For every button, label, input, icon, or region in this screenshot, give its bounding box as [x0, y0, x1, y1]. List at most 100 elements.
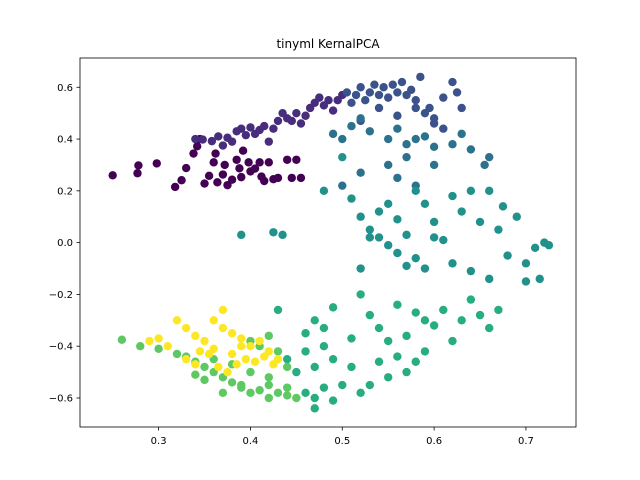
scatter-point [227, 378, 237, 387]
scatter-point [466, 145, 476, 154]
scatter-point [457, 103, 466, 113]
scatter-point [429, 217, 439, 227]
scatter-point [384, 93, 393, 102]
scatter-point [429, 233, 439, 242]
scatter-point [356, 83, 365, 92]
scatter-point [200, 179, 209, 188]
scatter-point [521, 259, 531, 268]
scatter-point [227, 349, 237, 359]
scatter-point [328, 354, 338, 364]
scatter-point [347, 98, 356, 108]
scatter-point [264, 137, 274, 146]
scatter-point [521, 277, 531, 286]
y-tick-label: −0.6 [49, 393, 73, 404]
scatter-point [384, 373, 393, 382]
y-axis: −0.6 −0.4 −0.2 0.0 0.2 0.4 0.6 [49, 83, 80, 404]
scatter-point [411, 96, 420, 105]
scatter-point [338, 134, 347, 144]
scatter-point [250, 357, 260, 366]
scatter-point [315, 93, 324, 102]
scatter-point [292, 155, 301, 164]
scatter-point [235, 164, 244, 173]
scatter-point [393, 300, 402, 309]
scatter-point [485, 274, 494, 284]
scatter-point [393, 173, 402, 183]
x-tick-label: 0.7 [518, 436, 534, 447]
scatter-point [351, 90, 361, 100]
scatter-point [448, 259, 457, 268]
scatter-point [181, 354, 191, 364]
scatter-point [457, 129, 466, 139]
scatter-point [485, 152, 494, 162]
scatter-point [264, 380, 274, 390]
scatter-point [429, 160, 439, 170]
scatter-point [374, 103, 384, 113]
scatter-point [429, 321, 439, 330]
scatter-point [154, 334, 163, 343]
x-tick-label: 0.3 [151, 436, 167, 447]
scatter-point [475, 310, 485, 320]
scatter-point [328, 129, 338, 139]
scatter-point [269, 124, 278, 133]
scatter-point [393, 124, 402, 133]
scatter-point [136, 342, 145, 351]
scatter-point [406, 85, 416, 95]
x-tick-label: 0.5 [334, 436, 350, 447]
scatter-point [535, 274, 544, 284]
scatter-point [452, 88, 462, 97]
scatter-point [227, 175, 237, 184]
scatter-point [246, 123, 255, 132]
scatter-point [181, 163, 191, 173]
scatter-point [384, 134, 393, 144]
scatter-point [402, 230, 411, 240]
scatter-point [356, 290, 365, 299]
scatter-point [117, 335, 127, 344]
scatter-point [319, 323, 329, 333]
scatter-point [301, 388, 310, 398]
scatter-point [273, 347, 283, 356]
scatter-point [384, 160, 393, 170]
scatter-point [374, 357, 384, 366]
x-axis: 0.3 0.4 0.5 0.6 0.7 [151, 427, 534, 447]
scatter-point [264, 158, 274, 167]
scatter-point [232, 360, 241, 369]
scatter-point [448, 140, 457, 149]
scatter-point [374, 323, 384, 333]
scatter-point [420, 132, 430, 141]
scatter-point [365, 310, 375, 320]
scatter-point [218, 170, 228, 179]
scatter-point [429, 119, 439, 128]
scatter-point [393, 111, 402, 120]
scatter-point [287, 116, 296, 126]
scatter-point [237, 172, 246, 182]
scatter-point [172, 316, 182, 325]
scatter-point [384, 199, 393, 208]
scatter-point [439, 235, 448, 245]
scatter-point [365, 88, 375, 97]
scatter-point [163, 342, 172, 351]
scatter-point [181, 323, 191, 333]
scatter-point [269, 228, 278, 237]
scatter-point [411, 357, 420, 366]
scatter-point [485, 186, 494, 196]
scatter-point [177, 176, 186, 185]
x-tick-label: 0.6 [426, 436, 442, 447]
scatter-point [498, 202, 508, 211]
x-tick-label: 0.4 [242, 436, 258, 447]
scatter-point [200, 362, 209, 372]
scatter-point [439, 124, 448, 133]
scatter-point [273, 388, 283, 398]
y-tick-label: 0.0 [57, 238, 73, 249]
scatter-point [218, 141, 228, 150]
scatter-point [207, 136, 217, 146]
scatter-point [448, 336, 457, 346]
scatter-point [260, 176, 269, 186]
scatter-point [237, 230, 246, 240]
scatter-point [319, 342, 329, 351]
scatter-point [393, 215, 402, 224]
scatter-point [365, 127, 375, 136]
scatter-point [347, 194, 356, 203]
y-tick-label: −0.2 [49, 290, 73, 301]
scatter-point [278, 230, 287, 240]
